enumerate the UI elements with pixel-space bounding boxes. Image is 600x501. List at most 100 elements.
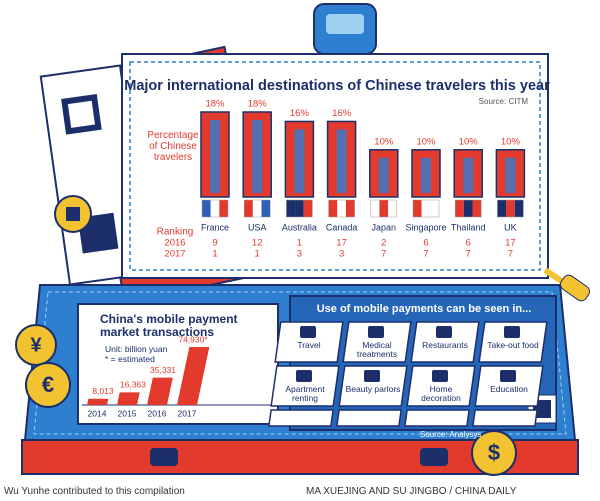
ranking-value: 1 bbox=[255, 249, 260, 260]
uses-title: Use of mobile payments can be seen in... bbox=[316, 303, 532, 315]
bar bbox=[177, 347, 210, 405]
use-icon bbox=[300, 326, 316, 338]
note: * = estimated bbox=[105, 354, 155, 364]
flag bbox=[430, 200, 439, 217]
bar bbox=[87, 398, 109, 405]
use-label: Education bbox=[490, 384, 528, 394]
flag-border bbox=[412, 199, 440, 218]
ranking-value: 9 bbox=[212, 238, 217, 249]
coin bbox=[25, 362, 71, 408]
flag bbox=[379, 200, 389, 217]
value-label: 16% bbox=[290, 108, 310, 119]
flag bbox=[388, 200, 397, 217]
x-tick-label: Singapore bbox=[405, 222, 446, 232]
use-icon bbox=[500, 370, 516, 382]
landmark bbox=[210, 120, 220, 193]
flag bbox=[472, 200, 482, 217]
use-card bbox=[406, 365, 476, 407]
coin bbox=[15, 324, 57, 366]
landmark bbox=[252, 120, 263, 193]
flag bbox=[252, 200, 262, 217]
flag bbox=[286, 200, 296, 217]
use-label: Medical treatments bbox=[356, 340, 398, 360]
flag bbox=[514, 200, 524, 217]
use-icon bbox=[364, 370, 380, 382]
coin-symbol: $ bbox=[488, 440, 500, 465]
credit: Wu Yunhe contributed to this compilation bbox=[4, 486, 185, 497]
flag bbox=[455, 200, 464, 217]
ranking-label: Ranking bbox=[157, 227, 194, 238]
use-label: Beauty parlors bbox=[345, 384, 401, 394]
y-label: Percentage of Chinese travelers bbox=[147, 130, 199, 163]
flag bbox=[463, 200, 473, 217]
use-card bbox=[472, 409, 538, 427]
use-card bbox=[268, 409, 334, 427]
value-label: 16% bbox=[332, 108, 352, 119]
value-label: 18% bbox=[248, 99, 268, 110]
use-label: Take-out food bbox=[487, 340, 539, 350]
qr-code bbox=[67, 100, 95, 128]
use-icon bbox=[368, 326, 384, 338]
use-label: Apartment renting bbox=[285, 384, 325, 404]
coin-symbol: € bbox=[42, 372, 54, 397]
ranking-year: 2016 bbox=[164, 238, 185, 249]
x-tick-label: Canada bbox=[326, 222, 358, 232]
ranking-value: 7 bbox=[508, 249, 513, 260]
x-tick-label: UK bbox=[504, 222, 517, 232]
flag-border bbox=[328, 199, 355, 218]
ranking-year: 2017 bbox=[164, 249, 185, 260]
use-card bbox=[410, 321, 480, 363]
flag bbox=[345, 200, 355, 217]
x-tick-label: Thailand bbox=[451, 222, 486, 232]
use-card bbox=[336, 409, 402, 427]
paper-border bbox=[129, 61, 541, 271]
chart-title: Major international destinations of Chin… bbox=[124, 78, 550, 94]
credit: MA XUEJING AND SU JINGBO / CHINA DAILY bbox=[306, 486, 517, 497]
use-icon bbox=[432, 370, 448, 382]
flag bbox=[210, 200, 220, 217]
use-card bbox=[342, 321, 412, 363]
use-card bbox=[270, 365, 340, 407]
value-label: 10% bbox=[501, 136, 521, 147]
flag-border bbox=[286, 199, 313, 218]
value-label: 10% bbox=[416, 136, 436, 147]
flag-border bbox=[454, 199, 482, 218]
ranking-value: 7 bbox=[423, 249, 428, 260]
flag-border bbox=[243, 199, 271, 218]
value-label: 35,331 bbox=[150, 365, 176, 375]
flag bbox=[202, 200, 211, 217]
flag bbox=[421, 200, 431, 217]
landmark bbox=[421, 157, 431, 193]
source: Source: Analysys bbox=[420, 430, 482, 439]
flag bbox=[370, 200, 380, 217]
chart-title: China's mobile payment market transactio… bbox=[100, 312, 238, 340]
landmark bbox=[294, 129, 305, 193]
ranking-value: 3 bbox=[339, 249, 344, 260]
ranking-value: 7 bbox=[466, 249, 471, 260]
flag bbox=[413, 200, 422, 217]
flag bbox=[244, 200, 253, 217]
ranking-value: 1 bbox=[297, 238, 302, 249]
value-label: 10% bbox=[459, 136, 479, 147]
landmark bbox=[378, 157, 389, 193]
flag-border bbox=[370, 199, 398, 218]
source: Source: CITM bbox=[479, 97, 529, 106]
uses-panel bbox=[289, 295, 557, 431]
flag bbox=[219, 200, 228, 217]
value-label: 10% bbox=[374, 136, 394, 147]
ranking-value: 6 bbox=[466, 238, 471, 249]
use-label: Home decoration bbox=[421, 384, 461, 404]
bar bbox=[116, 392, 140, 406]
coin bbox=[471, 430, 517, 476]
value-label: 8,013 bbox=[92, 386, 114, 396]
flag-border bbox=[497, 199, 524, 218]
x-tick-label: 2016 bbox=[148, 408, 167, 418]
foot bbox=[150, 448, 178, 466]
use-icon bbox=[504, 326, 520, 338]
landmark bbox=[336, 129, 347, 193]
x-tick-label: France bbox=[201, 222, 229, 232]
ranking-value: 1 bbox=[212, 249, 217, 260]
flag bbox=[295, 200, 304, 217]
